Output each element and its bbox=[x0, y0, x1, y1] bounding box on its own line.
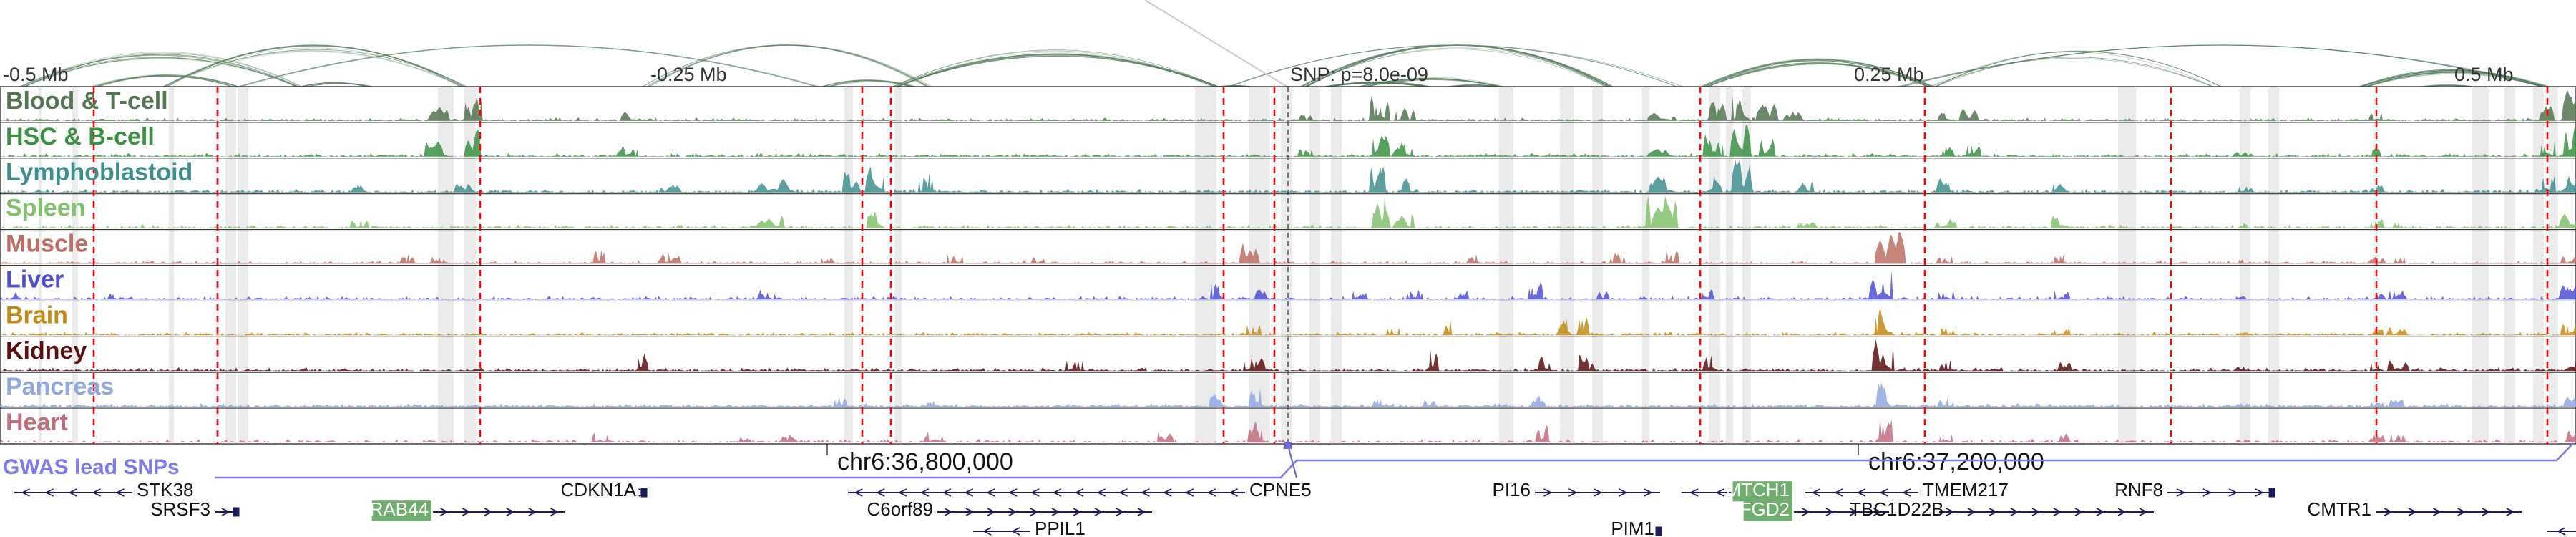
svg-text:SNP: p=8.0e-09: SNP: p=8.0e-09 bbox=[1290, 64, 1428, 85]
svg-text:PIM1: PIM1 bbox=[1611, 518, 1654, 537]
svg-text:RNF8: RNF8 bbox=[2114, 479, 2163, 500]
svg-text:TBC1D22B: TBC1D22B bbox=[1850, 498, 1944, 520]
svg-text:0.5 Mb: 0.5 Mb bbox=[2454, 64, 2514, 85]
svg-text:chr6:36,800,000: chr6:36,800,000 bbox=[837, 448, 1013, 475]
svg-text:Spleen: Spleen bbox=[6, 195, 85, 222]
svg-text:CDKN1A: CDKN1A bbox=[561, 479, 637, 500]
svg-text:TMEM217: TMEM217 bbox=[1923, 479, 2009, 500]
svg-text:Pancreas: Pancreas bbox=[6, 373, 114, 400]
svg-text:0.25 Mb: 0.25 Mb bbox=[1854, 64, 1924, 85]
svg-text:Brain: Brain bbox=[6, 301, 68, 329]
svg-text:Lymphoblastoid: Lymphoblastoid bbox=[6, 159, 192, 186]
svg-text:GWAS lead SNPs: GWAS lead SNPs bbox=[3, 455, 180, 479]
svg-text:Heart: Heart bbox=[6, 409, 68, 436]
svg-text:RAB44: RAB44 bbox=[370, 498, 429, 520]
svg-text:chr6:37,200,000: chr6:37,200,000 bbox=[1868, 448, 2044, 475]
svg-text:C6orf89: C6orf89 bbox=[867, 498, 934, 520]
svg-text:Liver: Liver bbox=[6, 266, 64, 293]
svg-text:-0.25 Mb: -0.25 Mb bbox=[650, 64, 727, 85]
svg-text:Kidney: Kidney bbox=[6, 337, 87, 364]
svg-text:CMTR1: CMTR1 bbox=[2307, 498, 2371, 520]
svg-text:HSC & B-cell: HSC & B-cell bbox=[6, 123, 155, 150]
svg-text:STK38: STK38 bbox=[137, 479, 194, 500]
svg-text:-0.5 Mb: -0.5 Mb bbox=[3, 64, 69, 85]
svg-text:Blood & T-cell: Blood & T-cell bbox=[6, 87, 168, 115]
svg-text:PPIL1: PPIL1 bbox=[1035, 518, 1085, 537]
svg-text:SRSF3: SRSF3 bbox=[150, 498, 210, 520]
svg-text:PI16: PI16 bbox=[1493, 479, 1531, 500]
svg-text:CPNE5: CPNE5 bbox=[1249, 479, 1312, 500]
svg-text:Muscle: Muscle bbox=[6, 231, 88, 258]
svg-text:MTCH1: MTCH1 bbox=[1725, 479, 1790, 500]
svg-text:FGD2: FGD2 bbox=[1740, 498, 1790, 520]
